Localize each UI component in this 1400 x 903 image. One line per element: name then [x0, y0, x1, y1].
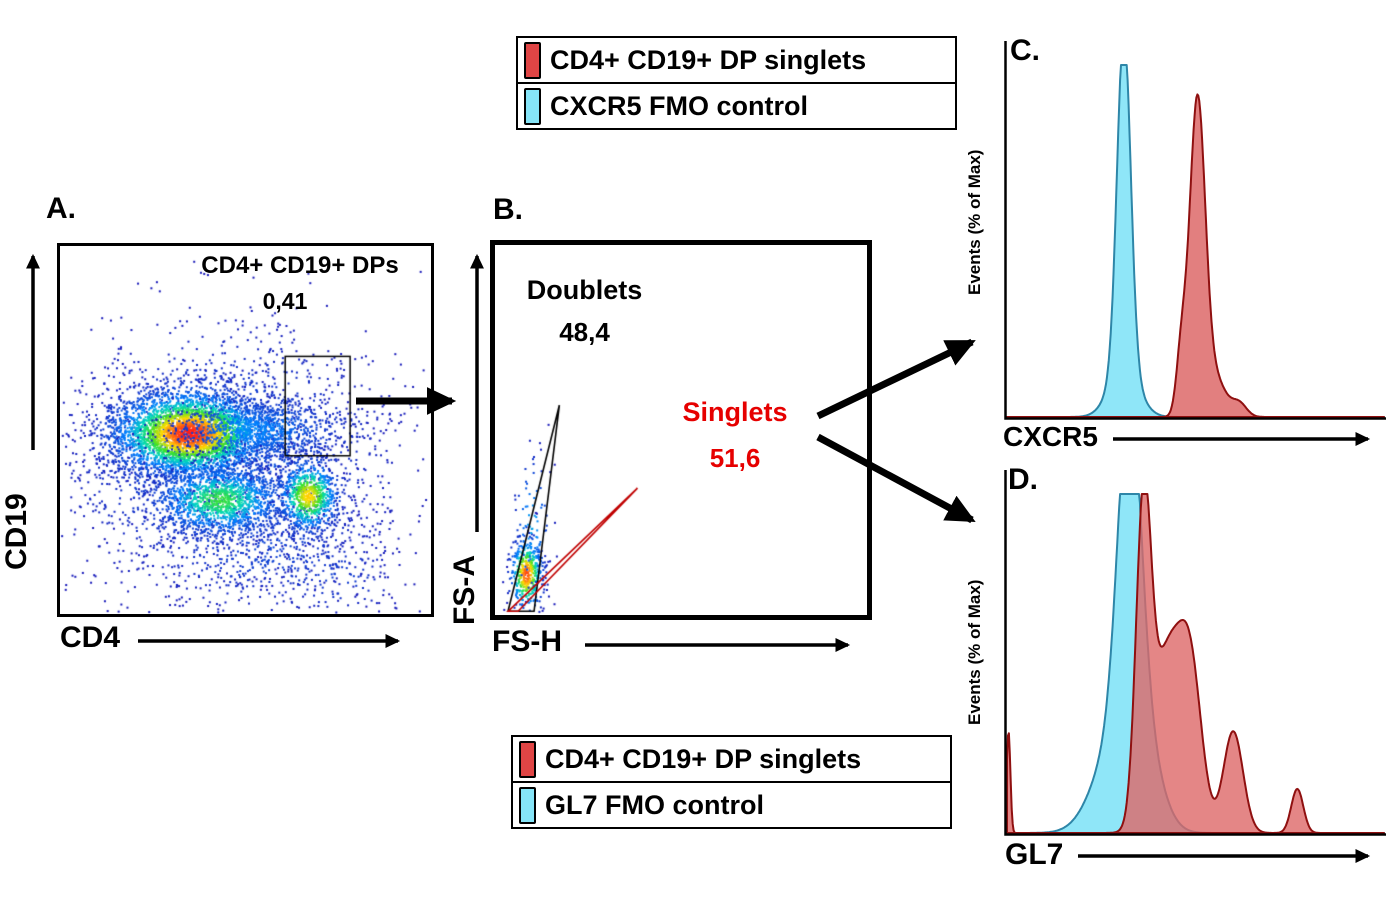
panel-b-singlet-plot: Doublets 48,4 Singlets 51,6	[490, 240, 872, 620]
cyan-histogram-swatch	[519, 786, 536, 824]
legend-item: CXCR5 FMO control	[518, 84, 955, 128]
panel-b-letter: B.	[493, 193, 523, 226]
legend-item: CD4+ CD19+ DP singlets	[513, 737, 950, 783]
panel-a-dot-plot: CD4+ CD19+ DPs 0,41	[57, 243, 434, 617]
legend-label: GL7 FMO control	[545, 789, 764, 820]
legend-item: GL7 FMO control	[513, 783, 950, 827]
fsh-fsa-scatter-plot	[495, 245, 867, 615]
gl7-histogram	[1004, 470, 1386, 836]
legend-label: CD4+ CD19+ DP singlets	[545, 743, 862, 774]
red-histogram-swatch	[519, 740, 536, 778]
doublets-percentage: 48,4	[559, 317, 610, 347]
panel-d-letter: D.	[1008, 463, 1038, 496]
gate-label: CD4+ CD19+ DPs	[201, 252, 399, 279]
cd4-cd19-density-plot	[60, 246, 431, 614]
legend-item: CD4+ CD19+ DP singlets	[518, 38, 955, 84]
gate-percentage: 0,41	[262, 288, 308, 314]
x-axis-label-cd4: CD4	[60, 621, 121, 654]
singlets-percentage: 51,6	[709, 443, 761, 473]
doublets-label: Doublets	[526, 275, 643, 305]
cyan-histogram-swatch	[524, 87, 541, 125]
singlets-label: Singlets	[682, 397, 788, 427]
panel-c-letter: C.	[1010, 34, 1040, 67]
y-axis-label-fsa: FS-A	[448, 555, 481, 626]
legend-label: CD4+ CD19+ DP singlets	[550, 44, 867, 75]
legend-bottom: CD4+ CD19+ DP singlets GL7 FMO control	[511, 735, 952, 829]
x-axis-label-fsh: FS-H	[492, 625, 562, 658]
y-axis-label-events-d: Events (% of Max)	[965, 579, 984, 725]
y-axis-label-events-c: Events (% of Max)	[965, 149, 984, 295]
legend-top: CD4+ CD19+ DP singlets CXCR5 FMO control	[516, 36, 957, 130]
x-axis-label-gl7: GL7	[1005, 838, 1064, 871]
red-histogram-swatch	[524, 41, 541, 79]
legend-label: CXCR5 FMO control	[550, 90, 809, 121]
cxcr5-histogram	[1004, 41, 1386, 420]
y-axis-label-cd19: CD19	[0, 493, 33, 571]
panel-a-letter: A.	[46, 192, 76, 225]
x-axis-label-cxcr5: CXCR5	[1003, 421, 1098, 452]
